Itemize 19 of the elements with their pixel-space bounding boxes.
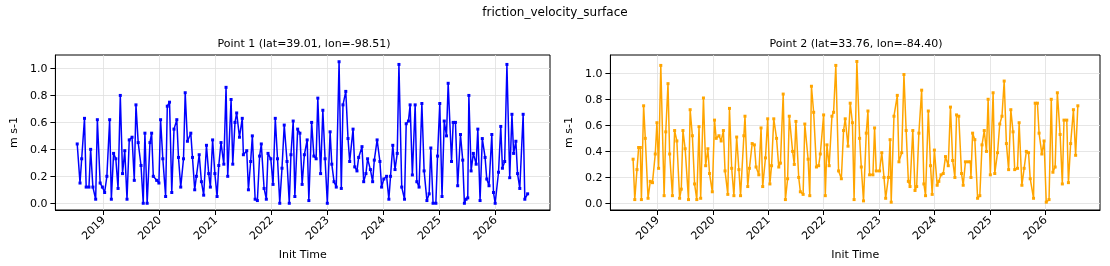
y-tick-label: 0.0 [584, 196, 603, 210]
chart-title: Point 2 (lat=33.76, lon=-84.40) [769, 37, 943, 50]
y-tick-label: 0.6 [29, 115, 48, 129]
y-tick-label: 0.8 [584, 92, 603, 106]
y-tick-label: 0.2 [584, 170, 603, 184]
y-tick-label: 0.0 [29, 196, 48, 210]
y-axis-title: m s-1 [7, 117, 20, 148]
x-axis-title: Init Time [831, 247, 880, 261]
y-tick-label: 0.6 [584, 118, 603, 132]
y-tick-label: 0.2 [29, 169, 48, 183]
x-axis-title: Init Time [278, 247, 327, 261]
y-axis-title: m s-1 [562, 117, 575, 148]
y-tick-label: 1.0 [584, 66, 603, 80]
y-tick-label: 0.8 [29, 88, 48, 102]
text: friction_velocity_surface [481, 5, 629, 19]
y-tick-label: 1.0 [29, 61, 48, 75]
y-tick-label: 0.4 [29, 142, 48, 156]
chart-title: Point 1 (lat=39.01, lon=-98.51) [217, 37, 391, 50]
y-tick-label: 0.4 [584, 144, 603, 158]
